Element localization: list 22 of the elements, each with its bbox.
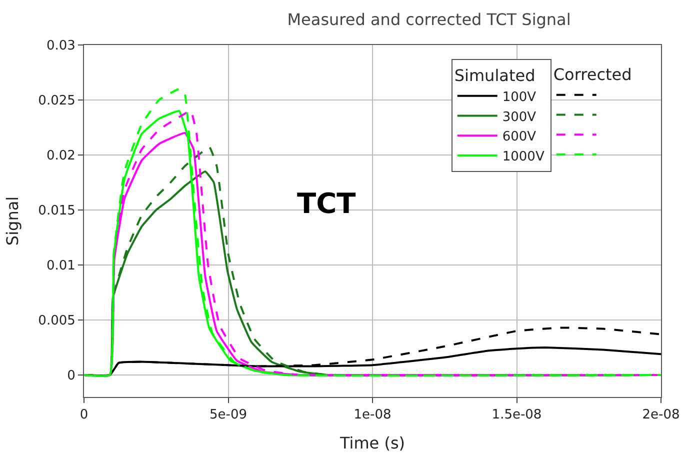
chart-title: Measured and corrected TCT Signal	[287, 10, 571, 30]
y-tick-label: 0.03	[46, 38, 76, 54]
legend-label: 300V	[502, 110, 536, 125]
y-tick-label: 0.005	[38, 314, 76, 329]
annotation: TCT	[297, 187, 356, 220]
x-tick-label: 5e-09	[209, 408, 248, 423]
y-tick-label: 0.025	[38, 94, 76, 109]
x-tick-label: 1e-08	[354, 408, 392, 423]
y-axis-title: Signal	[3, 196, 22, 246]
legend-label: 600V	[502, 130, 536, 145]
y-tick-label: 0	[67, 368, 76, 384]
x-axis-title: Time (s)	[338, 433, 406, 452]
annotation: Corrected	[553, 64, 632, 84]
y-tick-label: 0.02	[46, 148, 76, 164]
x-tick-label: 0	[80, 408, 88, 423]
legend-title: Simulated	[454, 66, 536, 85]
y-tick-label: 0.015	[38, 204, 76, 219]
x-tick-label: 1.5e-08	[492, 408, 542, 423]
legend-label: 100V	[502, 90, 536, 105]
x-tick-label: 2e-08	[642, 408, 680, 423]
y-tick-label: 0.01	[46, 258, 76, 274]
legend-label: 1000V	[502, 150, 544, 165]
